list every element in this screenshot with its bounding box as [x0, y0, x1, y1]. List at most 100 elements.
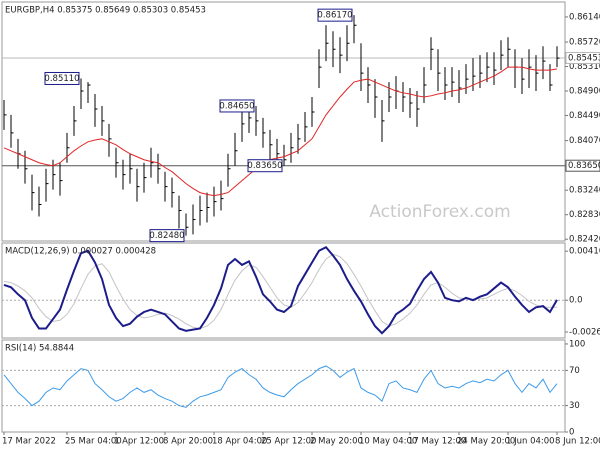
- price-label-box: [565, 51, 600, 64]
- price-bar: [269, 129, 273, 160]
- price-bar: [52, 159, 56, 190]
- price-bar: [549, 64, 553, 92]
- watermark: ActionForex.com: [369, 202, 510, 222]
- price-bar: [367, 67, 371, 103]
- price-bar: [556, 46, 560, 68]
- price-bar: [325, 25, 329, 62]
- price-bar: [465, 64, 469, 95]
- price-bar: [59, 162, 63, 196]
- price-bar: [255, 105, 259, 136]
- x-tick-label: 1 Jun 04:00: [506, 437, 555, 447]
- price-bar: [87, 82, 91, 103]
- price-bar: [437, 49, 441, 92]
- price-bar: [150, 147, 154, 178]
- y-tick-label: 70: [569, 366, 580, 376]
- annotation-box: [44, 71, 80, 85]
- price-bar: [94, 94, 98, 127]
- price-bar: [80, 78, 84, 109]
- price-bar: [535, 55, 539, 92]
- price-bar: [521, 58, 525, 95]
- price-bar: [143, 162, 147, 193]
- price-label: 0.85453: [568, 53, 600, 63]
- x-tick-label: 8 Apr 20:00: [163, 437, 213, 447]
- x-tick-label: 17 Mar 2022: [2, 437, 56, 447]
- price-bar: [402, 82, 406, 112]
- price-bar: [108, 123, 112, 157]
- y-tick-label: 100: [569, 339, 585, 349]
- x-tick-label: 8 Jun 12:00: [555, 437, 600, 447]
- price-bar: [283, 144, 287, 166]
- price-bar: [73, 105, 77, 136]
- price-bar: [241, 108, 245, 142]
- x-tick-label: 24 May 20:00: [457, 437, 515, 447]
- price-bar: [311, 97, 315, 127]
- price-bar: [332, 31, 336, 68]
- price-bar: [262, 117, 266, 148]
- price-bar: [458, 70, 462, 103]
- pane-title: RSI(14) 54.8844: [5, 344, 74, 354]
- price-bar: [297, 123, 301, 154]
- annotation-label: 0.84650: [219, 101, 254, 111]
- pane-frame: [1, 339, 566, 433]
- price-bar: [381, 99, 385, 142]
- price-bar: [199, 195, 203, 226]
- x-tick-label: 10 May 04:00: [359, 437, 417, 447]
- annotation-box: [317, 8, 353, 22]
- price-bar: [451, 67, 455, 98]
- x-tick-label: 17 May 12:00: [408, 437, 466, 447]
- price-bar: [157, 153, 161, 184]
- price-bar: [38, 186, 42, 217]
- y-tick-label: 0: [569, 428, 574, 438]
- annotation-label: 0.86170: [317, 11, 352, 21]
- annotation-box: [149, 229, 185, 243]
- price-bar: [171, 177, 175, 208]
- pane-title: EURGBP,H4 0.85375 0.85649 0.85303 0.8545…: [5, 6, 206, 16]
- annotation-box: [219, 99, 255, 113]
- pane-title: MACD(12,26,9) 0.000027 0.000428: [5, 247, 156, 257]
- x-tick-label: 2 May 20:00: [310, 437, 363, 447]
- y-tick-label: 30: [569, 401, 580, 411]
- price-bar: [290, 132, 294, 163]
- price-bar: [360, 43, 364, 92]
- price-bar: [227, 153, 231, 187]
- price-bar: [115, 147, 119, 178]
- price-bar: [507, 37, 511, 68]
- price-bar: [500, 40, 504, 71]
- price-bar: [444, 67, 448, 100]
- price-bar: [486, 52, 490, 83]
- y-tick-label: 0.0: [569, 296, 583, 306]
- price-bar: [318, 49, 322, 89]
- price-bar: [346, 25, 350, 62]
- annotation-label: 0.85110: [44, 74, 79, 84]
- moving-average: [3, 66, 558, 197]
- x-tick-label: 25 Apr 12:00: [261, 437, 316, 447]
- price-bar: [164, 171, 168, 202]
- price-bar: [234, 132, 238, 166]
- price-bar: [192, 204, 196, 235]
- x-tick-label: 1 Apr 12:00: [114, 437, 164, 447]
- price-bar: [101, 105, 105, 136]
- price-bar: [416, 91, 420, 127]
- annotation-label: 0.83650: [247, 161, 282, 171]
- series-line: [3, 245, 558, 335]
- price-bar: [185, 213, 189, 236]
- price-bar: [493, 52, 497, 86]
- price-bar: [213, 186, 217, 217]
- y-tick-label: 0.004164: [569, 247, 600, 257]
- price-bar: [542, 46, 546, 80]
- price-bar: [66, 132, 70, 163]
- price-bar: [31, 174, 35, 211]
- x-tick-label: 25 Mar 04:00: [65, 437, 122, 447]
- price-bar: [129, 153, 133, 184]
- price-bar: [374, 79, 378, 118]
- price-label: 0.83650: [568, 161, 600, 171]
- price-bar: [136, 168, 140, 202]
- price-bar: [430, 37, 434, 71]
- x-tick-label: 18 Apr 04:00: [212, 437, 267, 447]
